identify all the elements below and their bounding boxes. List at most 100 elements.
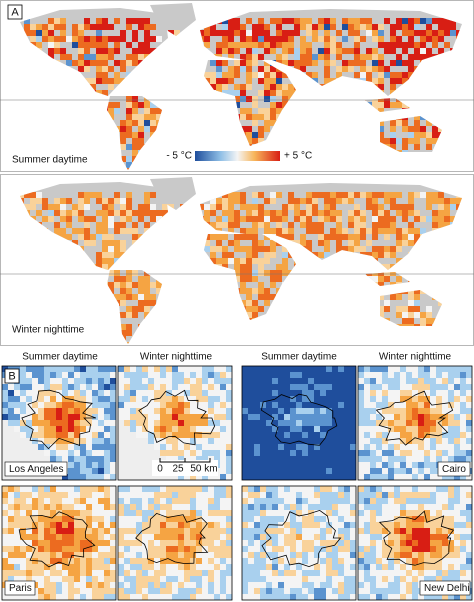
cell [120,300,126,306]
cell [138,114,144,120]
cell [86,546,92,552]
cell [284,474,290,480]
cell [120,282,126,288]
cell [136,582,142,588]
cell [74,390,80,396]
cell [412,450,418,456]
cell [160,492,166,498]
cell [326,438,332,444]
cell [248,414,254,420]
cell [220,462,226,468]
cell [56,582,62,588]
cell [278,462,284,468]
cell [48,36,54,42]
cell [214,390,220,396]
cell [282,270,288,276]
cell [142,552,148,558]
cell [296,444,302,450]
cell [308,462,314,468]
cell [418,432,424,438]
cell [130,468,136,474]
cell [190,396,196,402]
cell [124,570,130,576]
cell [210,30,216,36]
cell [202,414,208,420]
cell [282,210,288,216]
cell [258,240,264,246]
cell [264,228,270,234]
cell [154,456,160,462]
cell [114,78,120,84]
cell [118,492,124,498]
cell [320,396,326,402]
cell [418,420,424,426]
cell [132,234,138,240]
cell [266,420,272,426]
cell [62,528,68,534]
cell [358,372,364,378]
cell [264,258,270,264]
cell [86,552,92,558]
tile-frame [241,365,357,481]
cell [102,204,108,210]
cell [424,372,430,378]
cell [242,408,248,414]
cell [60,18,66,24]
cell [92,504,98,510]
cell [118,576,124,582]
cell [80,390,86,396]
cell [444,42,450,48]
cell [384,192,390,198]
cell [332,372,338,378]
cell [208,444,214,450]
cell [284,420,290,426]
cell [326,402,332,408]
cell [348,60,354,66]
cell [32,564,38,570]
cell [62,366,68,372]
cell [272,420,278,426]
cell [38,456,44,462]
cell [172,396,178,402]
cell [290,444,296,450]
cell [62,522,68,528]
cell [44,372,50,378]
cell [358,438,364,444]
cell [68,510,74,516]
cell [360,24,366,30]
cell [150,102,156,108]
cell [438,36,444,42]
cell [8,402,14,408]
cell [338,462,344,468]
cell [26,504,32,510]
cell [138,24,144,30]
cell [252,102,258,108]
cell [406,366,412,372]
cell [138,288,144,294]
cell [84,54,90,60]
cell [154,558,160,564]
cell [120,198,126,204]
cell [266,474,272,480]
cell [246,288,252,294]
cell [102,66,108,72]
cell [272,474,278,480]
cell [384,276,390,282]
cell [278,450,284,456]
cell [354,36,360,42]
cell [278,378,284,384]
cell [44,438,50,444]
cell [364,420,370,426]
cell [126,192,132,198]
cell [344,426,350,432]
cell [436,438,442,444]
cell [248,432,254,438]
cell [20,540,26,546]
cell [242,474,248,480]
cell [396,24,402,30]
cell [342,198,348,204]
cell [74,378,80,384]
cell [80,534,86,540]
cell [308,468,314,474]
cell [148,492,154,498]
